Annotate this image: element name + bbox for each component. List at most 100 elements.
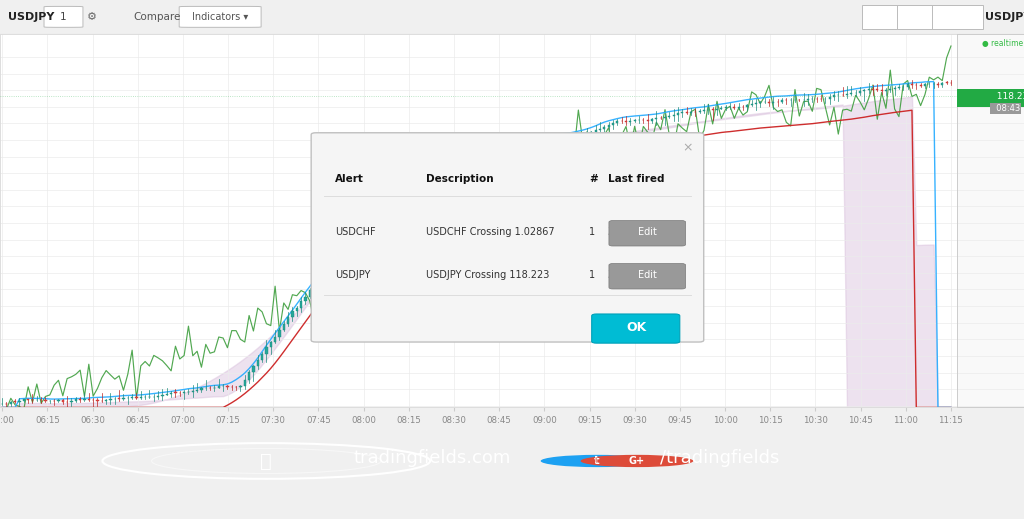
Bar <box>746 105 749 107</box>
Bar <box>378 192 380 197</box>
Text: USDJPY: USDJPY <box>335 270 371 280</box>
Bar <box>57 400 59 401</box>
Bar <box>690 112 692 113</box>
Bar <box>83 399 86 400</box>
FancyBboxPatch shape <box>957 89 1024 107</box>
Text: 1: 1 <box>589 227 595 237</box>
Text: ● realtime: ● realtime <box>982 39 1023 48</box>
Bar <box>269 342 271 347</box>
Bar <box>755 103 757 104</box>
Bar <box>374 197 376 202</box>
Text: USDJPY Crossing 118.223: USDJPY Crossing 118.223 <box>426 270 550 280</box>
Bar <box>452 163 454 165</box>
Bar <box>426 171 428 173</box>
Bar <box>846 93 848 95</box>
Bar <box>898 87 900 88</box>
Text: ×: × <box>682 141 692 154</box>
Text: G+: G+ <box>629 456 645 466</box>
Bar <box>603 127 605 129</box>
Bar <box>71 401 73 402</box>
Text: USDJPY: USDJPY <box>985 12 1024 22</box>
Bar <box>438 166 440 168</box>
Text: Compare: Compare <box>133 12 180 22</box>
Text: OK: OK <box>627 321 647 334</box>
Text: #: # <box>589 174 598 184</box>
Bar <box>881 90 883 91</box>
Bar <box>473 154 475 156</box>
Bar <box>664 117 666 118</box>
Text: Edit: Edit <box>638 270 656 280</box>
Bar <box>529 138 531 139</box>
Circle shape <box>581 455 693 467</box>
FancyBboxPatch shape <box>44 6 83 28</box>
Bar <box>525 139 527 141</box>
Bar <box>382 186 384 192</box>
Bar <box>781 100 783 102</box>
Bar <box>607 125 609 127</box>
Bar <box>708 110 710 111</box>
Bar <box>725 107 727 108</box>
Bar <box>413 175 415 177</box>
FancyBboxPatch shape <box>592 314 680 343</box>
Bar <box>226 386 228 387</box>
Bar <box>331 261 333 267</box>
Bar <box>75 399 77 401</box>
Bar <box>430 170 432 171</box>
FancyBboxPatch shape <box>862 5 913 29</box>
Bar <box>495 149 497 150</box>
Text: /tradingfields: /tradingfields <box>660 448 780 467</box>
Bar <box>317 277 319 282</box>
Bar <box>88 399 90 400</box>
Bar <box>551 138 553 139</box>
Bar <box>308 290 311 297</box>
Bar <box>399 178 401 180</box>
Bar <box>889 89 891 90</box>
Text: 1: 1 <box>589 270 595 280</box>
Bar <box>807 99 809 100</box>
Bar <box>599 129 601 130</box>
Bar <box>252 366 255 372</box>
Text: Indicators ▾: Indicators ▾ <box>193 12 248 22</box>
Bar <box>838 94 840 95</box>
Bar <box>313 282 315 290</box>
Bar <box>300 302 302 308</box>
Bar <box>595 130 597 132</box>
Bar <box>863 90 865 91</box>
Bar <box>733 107 735 108</box>
Text: 🐆: 🐆 <box>260 452 272 471</box>
FancyBboxPatch shape <box>311 133 703 342</box>
Bar <box>356 223 358 230</box>
Bar <box>304 297 306 302</box>
Bar <box>248 372 250 380</box>
Bar <box>612 123 614 125</box>
Text: 118.232: 118.232 <box>991 92 1024 101</box>
Text: Last fired: Last fired <box>608 174 665 184</box>
Bar <box>521 141 523 144</box>
Bar <box>560 138 562 139</box>
Text: USDJPY: USDJPY <box>8 12 54 22</box>
Text: 3 Jan 10:55: 3 Jan 10:55 <box>608 270 664 280</box>
Bar <box>669 116 671 117</box>
Bar <box>447 165 450 167</box>
Bar <box>465 156 467 160</box>
FancyBboxPatch shape <box>609 221 685 246</box>
Bar <box>867 89 869 90</box>
Text: 3 Jan 10:48: 3 Jan 10:48 <box>608 227 664 237</box>
Bar <box>96 400 98 401</box>
Bar <box>348 236 350 244</box>
Bar <box>352 230 354 236</box>
Bar <box>686 112 688 113</box>
Text: Edit: Edit <box>638 227 656 237</box>
Bar <box>547 138 549 139</box>
Bar <box>482 152 484 153</box>
Bar <box>196 390 199 391</box>
Bar <box>772 102 774 103</box>
Bar <box>343 244 345 250</box>
Text: USDCHF: USDCHF <box>335 227 376 237</box>
Bar <box>244 380 246 386</box>
Bar <box>486 150 488 152</box>
Bar <box>651 119 653 121</box>
Bar <box>456 161 458 163</box>
Bar <box>737 107 739 108</box>
Bar <box>915 85 918 86</box>
